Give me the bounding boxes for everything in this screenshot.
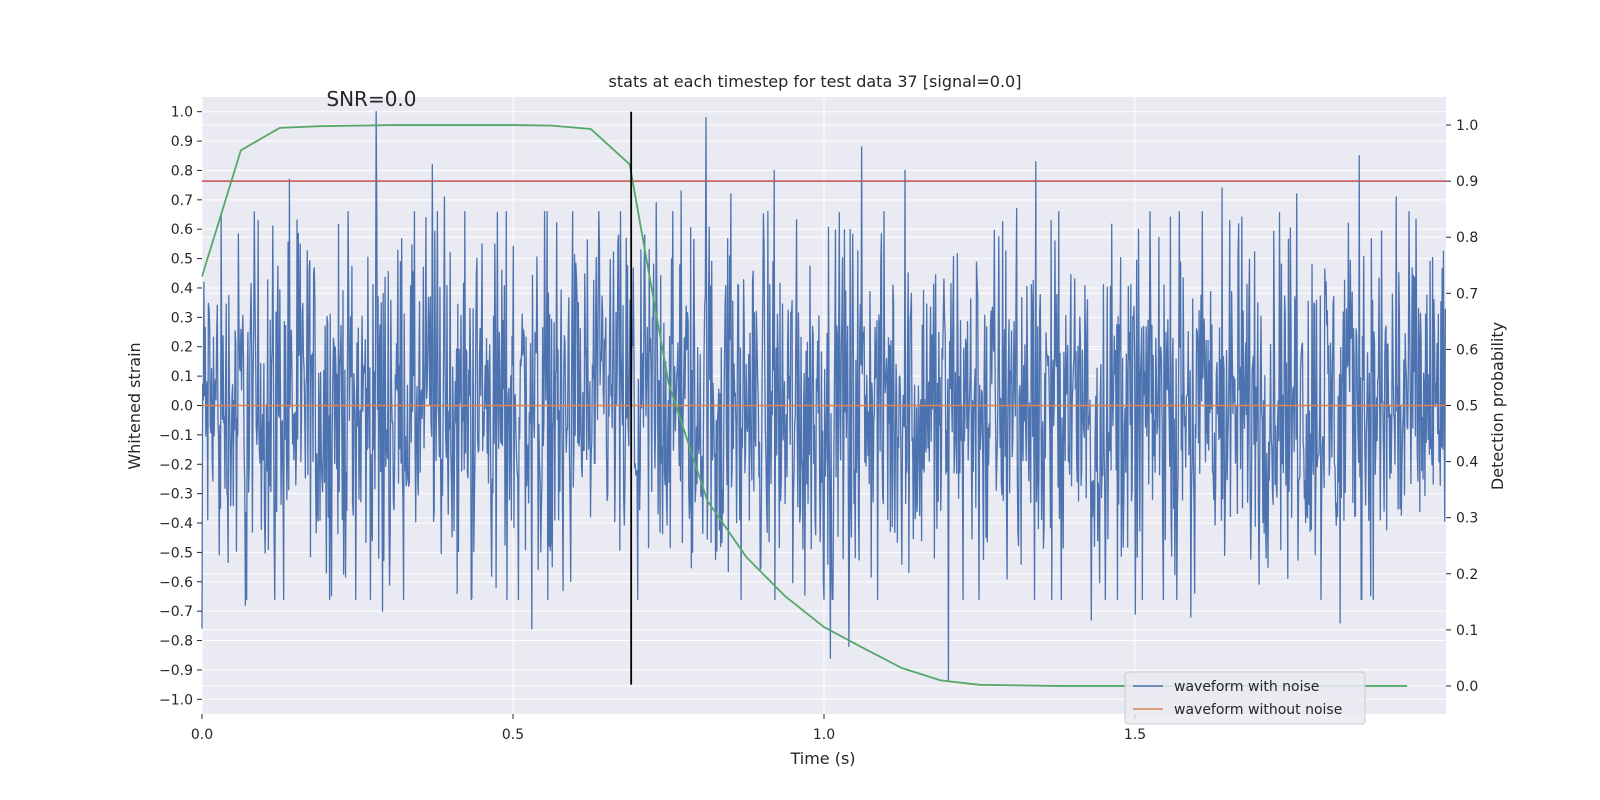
right-tick-label: 0.4 <box>1456 455 1478 471</box>
right-tick-label: 0.7 <box>1456 286 1478 302</box>
x-tick-label: 0.5 <box>502 727 524 743</box>
left-tick-label: −0.6 <box>159 575 193 591</box>
left-tick-label: 0.4 <box>171 281 193 297</box>
left-tick-label: −1.0 <box>159 692 193 708</box>
legend-label-clean: waveform without noise <box>1174 702 1342 718</box>
left-tick-label: 1.0 <box>171 105 193 121</box>
left-tick-label: −0.8 <box>159 634 193 650</box>
left-tick-label: −0.7 <box>159 604 193 620</box>
right-tick-label: 0.1 <box>1456 623 1478 639</box>
right-tick-label: 0.5 <box>1456 399 1478 415</box>
left-tick-label: −0.3 <box>159 487 193 503</box>
left-tick-label: 0.0 <box>171 399 193 415</box>
right-tick-label: 1.0 <box>1456 118 1478 134</box>
x-tick-label: 0.0 <box>191 727 213 743</box>
left-tick-label: −0.9 <box>159 663 193 679</box>
right-tick-label: 0.9 <box>1456 174 1478 190</box>
right-tick-label: 0.6 <box>1456 342 1478 358</box>
right-tick-label: 0.0 <box>1456 679 1478 695</box>
left-tick-label: 0.8 <box>171 163 193 179</box>
left-tick-label: −0.2 <box>159 457 193 473</box>
left-tick-label: 0.7 <box>171 193 193 209</box>
right-y-axis: 1.0 0.9 0.8 0.7 0.6 0.5 0.4 0.3 0.2 0.1 0.0 <box>1446 118 1478 695</box>
left-tick-label: 0.5 <box>171 252 193 268</box>
x-tick-label: 1.5 <box>1124 727 1146 743</box>
left-tick-label: −0.5 <box>159 545 193 561</box>
right-tick-label: 0.2 <box>1456 567 1478 583</box>
x-axis-label: Time (s) <box>789 749 855 768</box>
left-tick-label: 0.3 <box>171 310 193 326</box>
right-y-axis-label: Detection probability <box>1488 322 1507 490</box>
left-tick-label: −0.1 <box>159 428 193 444</box>
right-tick-label: 0.8 <box>1456 230 1478 246</box>
chart-title: stats at each timestep for test data 37 … <box>609 72 1022 91</box>
left-y-axis: 1.0 0.9 0.8 0.7 0.6 0.5 0.4 0.3 0.2 0.1 0.0 −0.1 −0.… <box>159 105 202 708</box>
legend: waveform with noise waveform without noi… <box>1124 671 1366 725</box>
left-tick-label: 0.1 <box>171 369 193 385</box>
left-y-axis-label: Whitened strain <box>125 342 144 469</box>
x-axis: 0.0 0.5 1.0 1.5 <box>191 714 1146 743</box>
legend-label-noise: waveform with noise <box>1174 679 1319 695</box>
legend-frame <box>1124 671 1366 725</box>
left-tick-label: 0.2 <box>171 340 193 356</box>
x-tick-label: 1.0 <box>813 727 835 743</box>
left-tick-label: 0.9 <box>171 134 193 150</box>
left-tick-label: 0.6 <box>171 222 193 238</box>
right-tick-label: 0.3 <box>1456 511 1478 527</box>
series-line-waveform-with-noise <box>201 111 1447 683</box>
snr-annotation: SNR=0.0 <box>326 87 416 111</box>
left-tick-label: −0.4 <box>159 516 193 532</box>
